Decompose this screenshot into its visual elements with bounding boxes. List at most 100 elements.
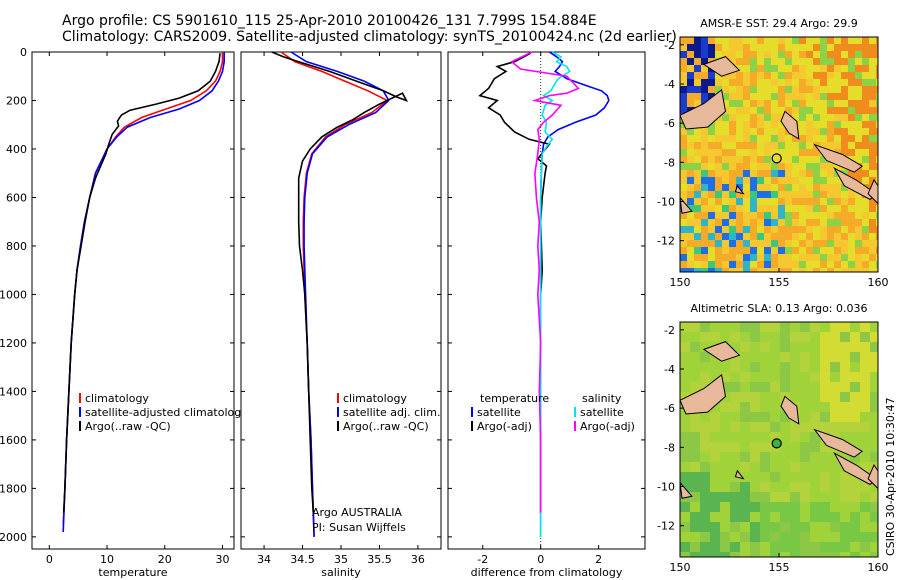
map-cell: [830, 352, 840, 362]
map-cell: [869, 198, 876, 205]
map-cell: [834, 226, 841, 233]
map-cell: [806, 233, 813, 240]
map-cell: [799, 254, 806, 261]
map-cell: [785, 212, 792, 219]
map-cell: [770, 472, 780, 482]
map-cell: [785, 191, 792, 198]
map-cell: [680, 332, 690, 342]
map-cell: [790, 532, 800, 542]
map-cell: [730, 342, 740, 352]
map-cell: [687, 44, 694, 51]
map-cell: [813, 205, 820, 212]
y-tick-label: -10: [657, 481, 675, 494]
map-cell: [771, 86, 778, 93]
map-cell: [800, 342, 810, 352]
map-cell: [785, 51, 792, 58]
map-cell: [834, 65, 841, 72]
map-cell: [780, 512, 790, 522]
map-cell: [694, 37, 701, 44]
map-cell: [720, 552, 730, 557]
map-cell: [760, 372, 770, 382]
map-cell: [680, 502, 690, 512]
map-cell: [760, 362, 770, 372]
map-cell: [841, 128, 848, 135]
map-cell: [680, 93, 687, 100]
map-cell: [870, 392, 878, 402]
map-cell: [700, 552, 710, 557]
map-cell: [743, 37, 750, 44]
map-cell: [729, 72, 736, 79]
map-cell: [760, 542, 770, 552]
map-cell: [869, 44, 876, 51]
map-cell: [799, 93, 806, 100]
map-cell: [869, 163, 876, 170]
map-cell: [869, 51, 876, 58]
map-cell: [780, 422, 790, 432]
map-cell: [760, 552, 770, 557]
map-cell: [850, 382, 860, 392]
map-cell: [710, 402, 720, 412]
map-cell: [701, 79, 708, 86]
map-cell: [708, 93, 715, 100]
map-cell: [690, 332, 700, 342]
map-cell: [690, 532, 700, 542]
map-cell: [760, 482, 770, 492]
map-cell: [708, 51, 715, 58]
map-cell: [722, 191, 729, 198]
map-cell: [860, 342, 870, 352]
map-cell: [708, 121, 715, 128]
map-cell: [680, 177, 687, 184]
map-cell: [715, 170, 722, 177]
map-cell: [694, 261, 701, 268]
map-cell: [722, 93, 729, 100]
map-cell: [722, 198, 729, 205]
map-cell: [771, 79, 778, 86]
map-cell: [750, 114, 757, 121]
map-cell: [757, 254, 764, 261]
y-tick-label: -6: [664, 402, 675, 415]
map-cell: [720, 512, 730, 522]
map-cell: [694, 100, 701, 107]
map-cell: [770, 512, 780, 522]
map-cell: [743, 247, 750, 254]
map-cell: [820, 114, 827, 121]
map-cell: [729, 51, 736, 58]
map-cell: [841, 107, 848, 114]
map-cell: [720, 542, 730, 552]
map-cell: [834, 93, 841, 100]
map-cell: [771, 191, 778, 198]
map-cell: [799, 163, 806, 170]
map-cell: [792, 58, 799, 65]
map-cell: [840, 372, 850, 382]
map-cell: [850, 492, 860, 502]
map-cell: [830, 552, 840, 557]
map-cell: [876, 121, 878, 128]
map-cell: [840, 432, 850, 442]
map-cell: [820, 332, 830, 342]
map-cell: [750, 322, 760, 332]
map-cell: [736, 37, 743, 44]
map-cell: [855, 65, 862, 72]
map-cell: [785, 135, 792, 142]
map-cell: [750, 552, 760, 557]
map-cell: [785, 170, 792, 177]
map-cell: [850, 372, 860, 382]
legend-satellite-label: satellite adj. clim.: [343, 406, 440, 419]
map-cell: [764, 205, 771, 212]
map-cell: [740, 432, 750, 442]
map-cell: [771, 128, 778, 135]
map-cell: [694, 51, 701, 58]
x-tick-label: 160: [868, 561, 889, 574]
map-cell: [841, 79, 848, 86]
map-cell: [790, 552, 800, 557]
map-cell: [799, 170, 806, 177]
map-cell: [760, 392, 770, 402]
map-cell: [876, 44, 878, 51]
map-cell: [770, 452, 780, 462]
map-cell: [720, 412, 730, 422]
map-cell: [771, 212, 778, 219]
map-cell: [834, 135, 841, 142]
series-line-2: [539, 51, 571, 537]
map-cell: [790, 392, 800, 402]
map-cell: [841, 247, 848, 254]
